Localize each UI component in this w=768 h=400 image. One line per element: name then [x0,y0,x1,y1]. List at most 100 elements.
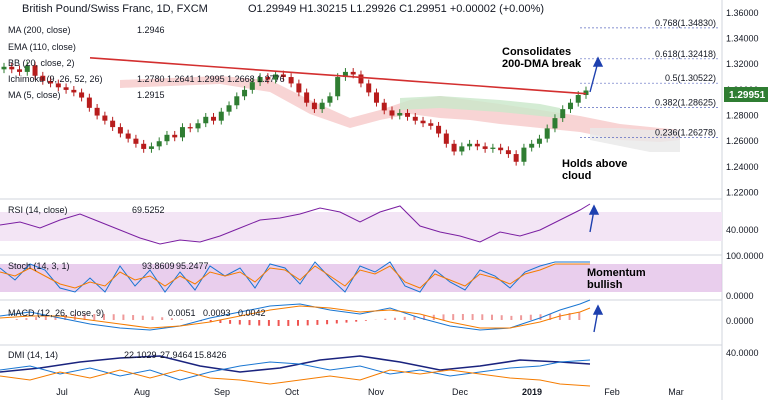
macd-bar-53 [520,315,523,320]
legend-stoch-d: 95.2477 [176,261,209,271]
time-axis: Jul Aug Sep Oct Nov Dec 2019 Feb Mar [56,387,684,397]
candle-body-8 [63,87,69,90]
candle-body-70 [544,128,550,139]
macd-bar-12 [122,314,125,320]
candle-body-73 [567,102,573,110]
candle-body-50 [389,110,395,116]
candle-body-62 [482,146,488,149]
stoch-d-line [0,263,590,289]
macd-bar-31 [306,320,309,326]
macd-bar-51 [500,315,503,320]
candle-body-20 [156,141,162,147]
macd-bar-32 [316,320,319,325]
legend-ma200[interactable]: MA (200, close) [8,25,71,35]
panel-frames [0,0,723,400]
macd-bar-50 [491,314,493,320]
legend-dmi-minus: 15.8426 [194,350,227,360]
dmi-axis-tick: 40.0000 [726,348,759,358]
macd-bar-2 [25,318,28,320]
candle-body-27 [211,116,217,121]
rsi-line [0,203,591,245]
candle-body-10 [79,92,85,98]
candle-body-16 [125,133,131,139]
candle-body-60 [467,143,473,147]
macd-bar-55 [539,314,542,320]
macd-bar-58 [568,313,571,320]
candle-body-32 [249,82,255,90]
candle-body-38 [296,83,302,93]
macd-bar-5 [54,315,57,320]
time-tick-6: 2019 [522,387,542,397]
macd-bar-16 [161,317,164,320]
legend-ma5[interactable]: MA (5, close) [8,90,61,100]
candle-body-15 [117,127,123,134]
candle-body-4 [32,65,38,76]
macd-axis-tick: 0.0000 [726,316,754,326]
candle-body-3 [24,65,30,72]
annotation-consolidates-2: 200-DMA break [502,58,582,70]
macd-bar-39 [384,318,387,320]
legend-ichimoku[interactable]: Ichimoku (9, 26, 52, 26) [8,74,103,84]
candle-body-18 [141,143,147,149]
fib-levels: 0.236(1.26278) 0.382(1.28625) 0.5(1.30522)… [580,18,718,139]
candle-body-75 [583,90,589,96]
candle-body-43 [335,77,341,97]
candle-body-29 [226,105,232,112]
macd-bar-6 [64,314,67,320]
candle-body-65 [505,150,511,155]
candle-body-71 [552,118,558,129]
macd-bar-22 [219,320,222,324]
price-badge [724,87,768,102]
candle-body-22 [172,134,178,138]
candle-body-28 [218,111,224,121]
annotation-consolidates-1: Consolidates [502,46,571,58]
candle-body-23 [179,127,185,138]
macd-bar-40 [394,317,396,320]
candle-body-21 [164,134,170,142]
time-tick-8: Mar [668,387,684,397]
annotation-holds-2: cloud [562,170,591,182]
legend-stoch[interactable]: Stoch (14, 3, 1) [8,261,70,271]
legend-dmi[interactable]: DMI (14, 14) [8,350,58,360]
fib-label-0: 0.236(1.26278) [655,128,716,138]
candle-body-14 [110,120,116,128]
symbol-title: British Pound/Swiss Franc, 1D, FXCM [22,3,208,15]
candle-body-47 [366,83,372,93]
macd-bar-3 [35,317,38,320]
macd-bar-17 [170,318,173,320]
price-axis: 1.360001.340001.320001.300001.280001.260… [726,8,759,198]
candle-body-56 [436,125,442,134]
candle-body-9 [71,89,77,93]
macd-bar-57 [558,313,561,320]
time-tick-7: Feb [604,387,620,397]
rsi-axis-tick: 40.0000 [726,225,759,235]
candle-body-69 [536,138,542,144]
candle-body-19 [148,146,154,149]
stoch-k-line [0,261,590,293]
macd-bar-42 [413,316,416,320]
fib-label-4: 0.768(1.34830) [655,18,716,28]
price-tick-2: 1.32000 [726,59,759,69]
fib-label-3: 0.618(1.32418) [655,49,716,59]
time-tick-4: Nov [368,387,385,397]
legend-dmi-plus: 27.9464 [160,350,193,360]
candle-body-52 [405,112,411,117]
legend-macd-line: 0.0093 [203,308,231,318]
macd-bar-49 [481,314,484,320]
legend-macd[interactable]: MACD (12, 26, close, 9) [8,308,104,318]
macd-bar-41 [403,316,406,320]
legend-bb[interactable]: BB (20, close, 2) [8,58,75,68]
candle-body-40 [311,102,317,110]
legend-rsi[interactable]: RSI (14, close) [8,205,68,215]
macd-bar-35 [345,320,348,323]
legend-ema110[interactable]: EMA (110, close) [8,42,76,52]
candle-body-31 [242,89,248,97]
macd-bar-24 [238,320,241,325]
macd-bar-25 [248,320,251,326]
macd-bar-11 [112,314,115,320]
candle-body-68 [529,143,535,148]
candle-body-25 [195,123,201,129]
time-tick-1: Aug [134,387,150,397]
legend-macd-signal: 0.0042 [238,308,266,318]
macd-bar-1 [15,319,18,320]
